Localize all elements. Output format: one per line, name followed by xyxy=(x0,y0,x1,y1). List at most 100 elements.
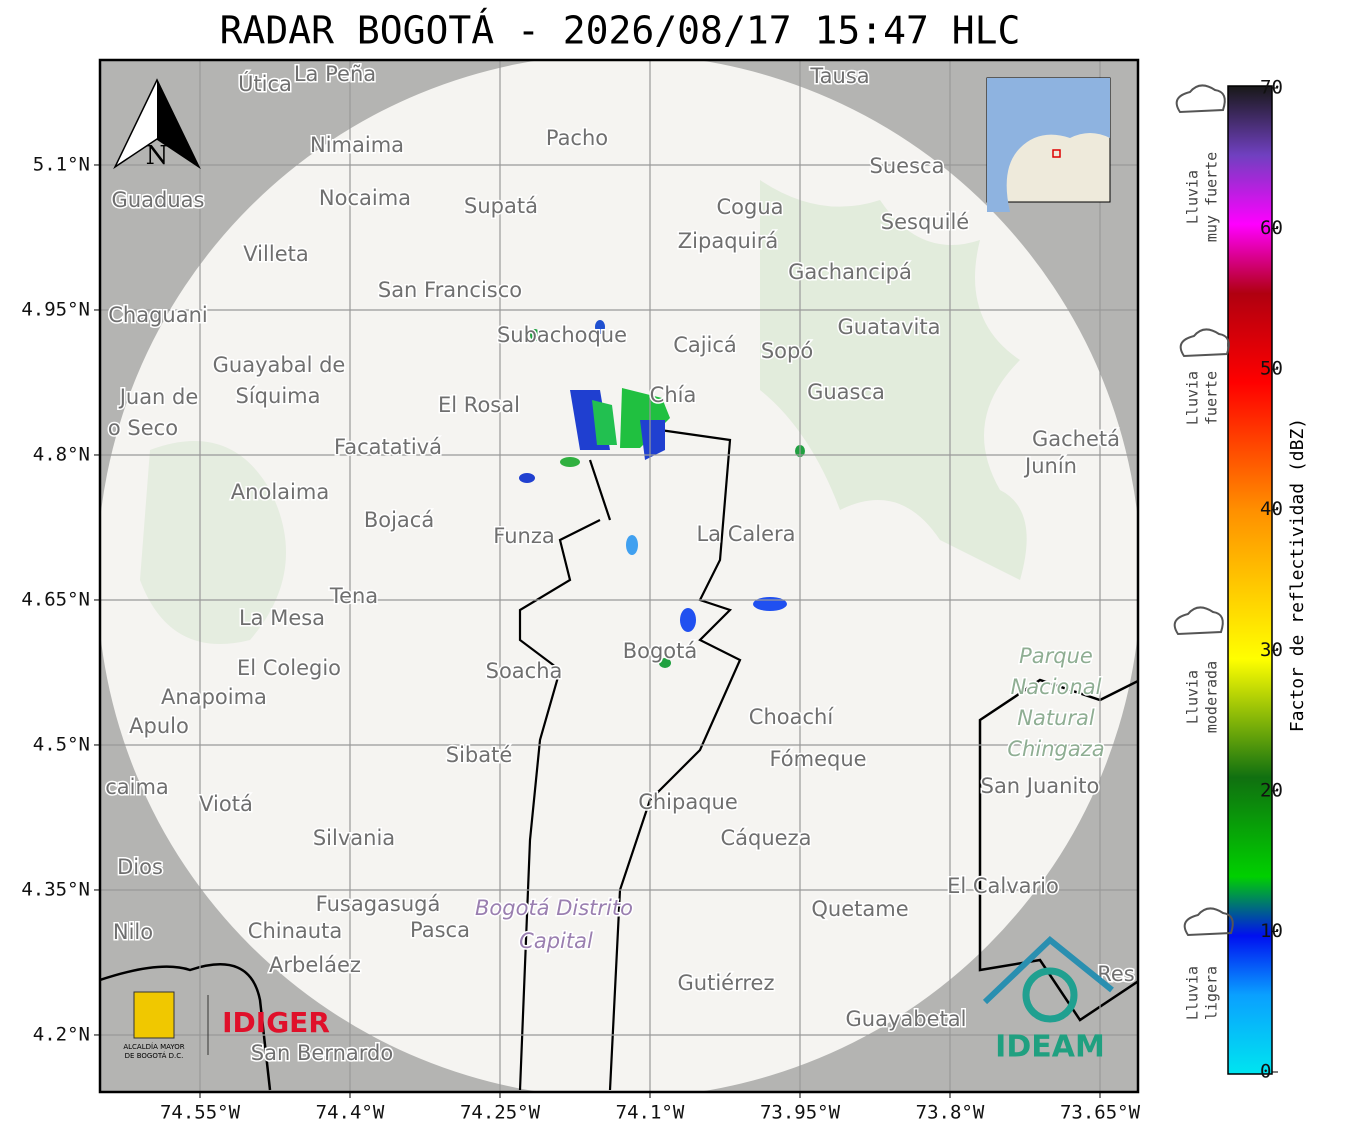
rain-category: Lluvia xyxy=(1184,170,1202,224)
place-label: o Seco xyxy=(108,416,178,440)
colorbar-tick-label: 10 xyxy=(1260,920,1283,942)
place-label: Apulo xyxy=(129,714,189,738)
x-tick-label: 74.55°W xyxy=(160,1102,241,1124)
x-tick-label: 73.95°W xyxy=(760,1102,841,1124)
y-tick-label: 4.35°N xyxy=(21,878,90,900)
colorbar-tick-label: 70 xyxy=(1260,77,1283,99)
place-label: La Peña xyxy=(294,62,376,86)
place-label: Natural xyxy=(1017,706,1095,730)
place-label: El Colegio xyxy=(237,656,341,680)
rain-icons xyxy=(1173,84,1234,937)
place-label: Fusagasugá xyxy=(316,892,441,916)
x-tick-label: 74.4°W xyxy=(316,1102,385,1124)
place-label: Arbeláez xyxy=(269,953,361,977)
colorbar-tick-label: 60 xyxy=(1260,217,1283,239)
place-label: Viotá xyxy=(199,792,253,816)
place-label: San Francisco xyxy=(378,278,522,302)
logo-ideam: IDEAM xyxy=(995,1030,1105,1065)
place-label: Guasca xyxy=(807,380,885,404)
place-label: Chingaza xyxy=(1007,737,1104,761)
x-tick-label: 73.65°W xyxy=(1060,1102,1141,1124)
x-tick-label: 73.8°W xyxy=(916,1102,985,1124)
colorbar-tick-label: 30 xyxy=(1260,639,1283,661)
map-frame xyxy=(98,58,1140,1094)
place-label: Parque xyxy=(1019,644,1093,668)
place-label: Sesquilé xyxy=(881,210,969,234)
colorbar-label: Factor de reflectividad (dBZ) xyxy=(1287,418,1308,732)
y-tick-label: 4.5°N xyxy=(33,733,90,755)
place-label: Tena xyxy=(329,584,378,608)
place-label: Silvania xyxy=(313,826,395,850)
place-label: Villeta xyxy=(243,242,308,266)
place-label: San Bernardo xyxy=(251,1041,393,1065)
rain-category: muy fuerte xyxy=(1203,152,1221,242)
place-label: La Mesa xyxy=(239,606,325,630)
place-label: Pacho xyxy=(546,126,608,150)
place-label: Zipaquirá xyxy=(678,229,778,253)
place-label: Nimaima xyxy=(310,133,404,157)
place-label: Cogua xyxy=(716,195,783,219)
y-tick-label: 5.1°N xyxy=(33,153,90,175)
y-tick-label: 4.95°N xyxy=(21,298,90,320)
map: Útica La Peña Tausa Pacho Nimaima Suesca Guadu… xyxy=(100,60,1138,1092)
place-label: Chipaque xyxy=(638,790,738,814)
place-label: Supatá xyxy=(464,194,538,218)
place-label: Útica xyxy=(238,71,292,96)
place-label: Facatativá xyxy=(334,435,442,459)
place-label: El Rosal xyxy=(438,393,520,417)
y-tick-label: 4.2°N xyxy=(33,1023,90,1045)
place-label: Gutiérrez xyxy=(678,971,775,995)
place-label: Anapoima xyxy=(161,685,267,709)
place-label: Cajicá xyxy=(673,333,737,357)
place-label: Funza xyxy=(493,524,554,548)
place-label: Soacha xyxy=(486,659,563,683)
colorbar-tick-label: 0 xyxy=(1260,1061,1271,1083)
colorbar-tick-label: 50 xyxy=(1260,358,1283,380)
rain-category: ligera xyxy=(1203,966,1221,1020)
place-label: Quetame xyxy=(811,897,908,921)
place-label: Anolaima xyxy=(231,480,329,504)
place-label: Dios xyxy=(117,855,163,879)
place-label: Síquima xyxy=(236,384,321,408)
place-label: Guayabetal xyxy=(846,1007,967,1031)
rain-category: Lluvia xyxy=(1184,670,1202,724)
logo-text: ALCALDÍA MAYOR xyxy=(123,1042,184,1051)
x-tick-label: 74.1°W xyxy=(616,1102,685,1124)
place-label: Subachoque xyxy=(497,323,627,347)
place-label: Chinauta xyxy=(248,919,342,943)
rain-category: Lluvia xyxy=(1184,371,1202,425)
logo-text: DE BOGOTÁ D.C. xyxy=(125,1051,184,1060)
colorbar xyxy=(1227,85,1273,1075)
place-label: Cáqueza xyxy=(721,826,812,850)
place-label: Bogotá Distrito xyxy=(475,896,633,920)
title: RADAR BOGOTÁ - 2026/08/17 15:47 HLC xyxy=(220,9,1021,53)
place-label: caima xyxy=(105,775,169,799)
place-label: Bogotá xyxy=(623,639,698,663)
place-label: La Calera xyxy=(696,522,795,546)
place-label: Chaguani xyxy=(108,303,208,327)
place-label: Fómeque xyxy=(769,747,866,771)
place-label: El Calvario xyxy=(947,874,1059,898)
place-label: Sibaté xyxy=(446,743,513,767)
place-label: Nacional xyxy=(1011,675,1102,699)
place-label: Gachancipá xyxy=(788,260,912,284)
place-label: Guaduas xyxy=(112,188,205,212)
place-label: Choachí xyxy=(749,705,835,729)
y-tick-label: 4.8°N xyxy=(33,443,90,465)
place-label: Suesca xyxy=(870,154,945,178)
place-label: San Juanito xyxy=(981,774,1100,798)
place-label: Pasca xyxy=(410,918,470,942)
place-label: Nocaima xyxy=(319,186,411,210)
place-label: Sopó xyxy=(761,339,813,363)
place-label: Juan de xyxy=(118,385,199,409)
place-label: Capital xyxy=(519,929,593,953)
place-label: Guatavita xyxy=(838,315,941,339)
place-label: Tausa xyxy=(809,64,869,88)
colorbar-tick-label: 40 xyxy=(1260,498,1283,520)
north-label: N xyxy=(146,141,169,171)
place-label: Junín xyxy=(1023,454,1077,478)
place-label: Nilo xyxy=(113,920,153,944)
place-label: Chía xyxy=(650,383,697,407)
rain-category: moderada xyxy=(1203,661,1221,733)
